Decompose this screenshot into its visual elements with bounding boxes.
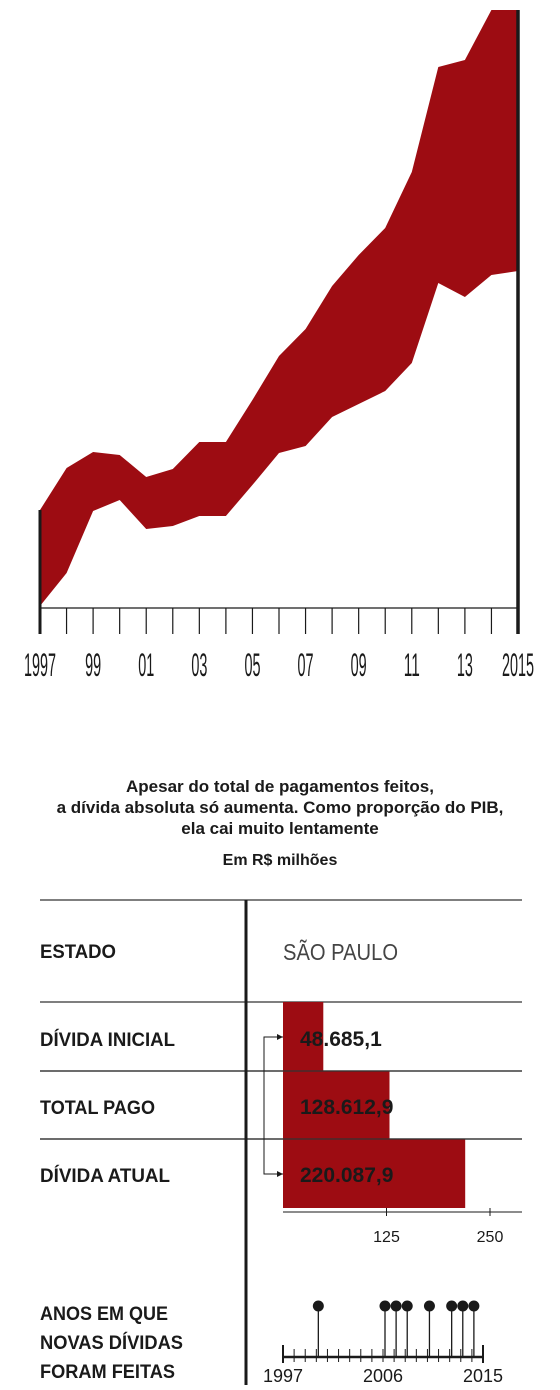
bar-value-label: 128.612,9: [300, 1096, 393, 1119]
x-axis: 1997 99 01 03 05 07 09 11 13 2015: [24, 10, 534, 683]
timeline-event-dot: [390, 1300, 402, 1312]
x-tick-label: 13: [457, 648, 473, 683]
arrow-head: [277, 1171, 283, 1177]
timeline-tick-label: 2015: [463, 1366, 503, 1386]
x-tick-label: 01: [138, 648, 154, 683]
bar-x-tick-label: 125: [373, 1229, 400, 1246]
x-tick-label: 99: [85, 648, 101, 683]
subtitle-line: a dívida absoluta só aumenta. Como propo…: [56, 798, 504, 817]
subtitle-line: ela cai muito lentamente: [181, 819, 379, 838]
bar: [283, 1002, 324, 1071]
debt-table-chart: ESTADO SÃO PAULO DÍVIDA INICIAL 48.685,1 T…: [40, 899, 522, 1386]
estado-value: SÃO PAULO: [283, 939, 398, 965]
bracket-arrow: [263, 1034, 283, 1177]
bar: [283, 1071, 390, 1139]
timeline-event-dot: [379, 1300, 391, 1312]
area-band: [40, 10, 518, 606]
chart-subtitle: Apesar do total de pagamentos feitos, a …: [0, 776, 560, 839]
x-tick-label: 07: [298, 648, 314, 683]
timeline-event-dot: [446, 1300, 458, 1312]
subtitle-line: Apesar do total de pagamentos feitos,: [126, 777, 434, 796]
timeline-tick-label: 1997: [263, 1366, 303, 1386]
bar: [283, 1139, 466, 1208]
arrow-head: [277, 1034, 283, 1040]
timeline-label-line: NOVAS DÍVIDAS: [40, 1332, 183, 1354]
timeline-event-dot: [457, 1300, 469, 1312]
row-label: TOTAL PAGO: [40, 1098, 155, 1119]
area-chart: 1997 99 01 03 05 07 09 11 13 2015: [24, 10, 534, 683]
row-label: DÍVIDA INICIAL: [40, 1029, 175, 1051]
x-tick-label: 05: [244, 648, 260, 683]
x-tick-label: 1997: [24, 648, 56, 683]
area-band-layer: [40, 10, 518, 606]
row-label: DÍVIDA ATUAL: [40, 1165, 170, 1187]
timeline-event-dot: [312, 1300, 324, 1312]
x-tick-label: 11: [404, 648, 420, 683]
unit-label: Em R$ milhões: [222, 852, 338, 869]
estado-label: ESTADO: [40, 942, 116, 963]
x-tick-label: 03: [191, 648, 207, 683]
bar-x-tick-label: 250: [477, 1229, 504, 1246]
bar-value-label: 220.087,9: [300, 1164, 393, 1187]
timeline-event-dot: [423, 1300, 435, 1312]
timeline-label-line: FORAM FEITAS: [40, 1362, 175, 1383]
timeline-event-dot: [401, 1300, 413, 1312]
bracket-line: [263, 1036, 283, 1175]
bar-layer: DÍVIDA INICIAL 48.685,1 TOTAL PAGO 128.612,…: [40, 1002, 522, 1246]
x-tick-label: 2015: [502, 648, 534, 683]
bar-value-label: 48.685,1: [300, 1028, 382, 1051]
x-tick-label: 09: [351, 648, 367, 683]
timeline: ANOS EM QUE NOVAS DÍVIDAS FORAM FEITAS 1…: [40, 1300, 503, 1386]
timeline-tick-label: 2006: [363, 1366, 403, 1386]
timeline-event-dot: [468, 1300, 480, 1312]
timeline-label-line: ANOS EM QUE: [40, 1304, 168, 1325]
